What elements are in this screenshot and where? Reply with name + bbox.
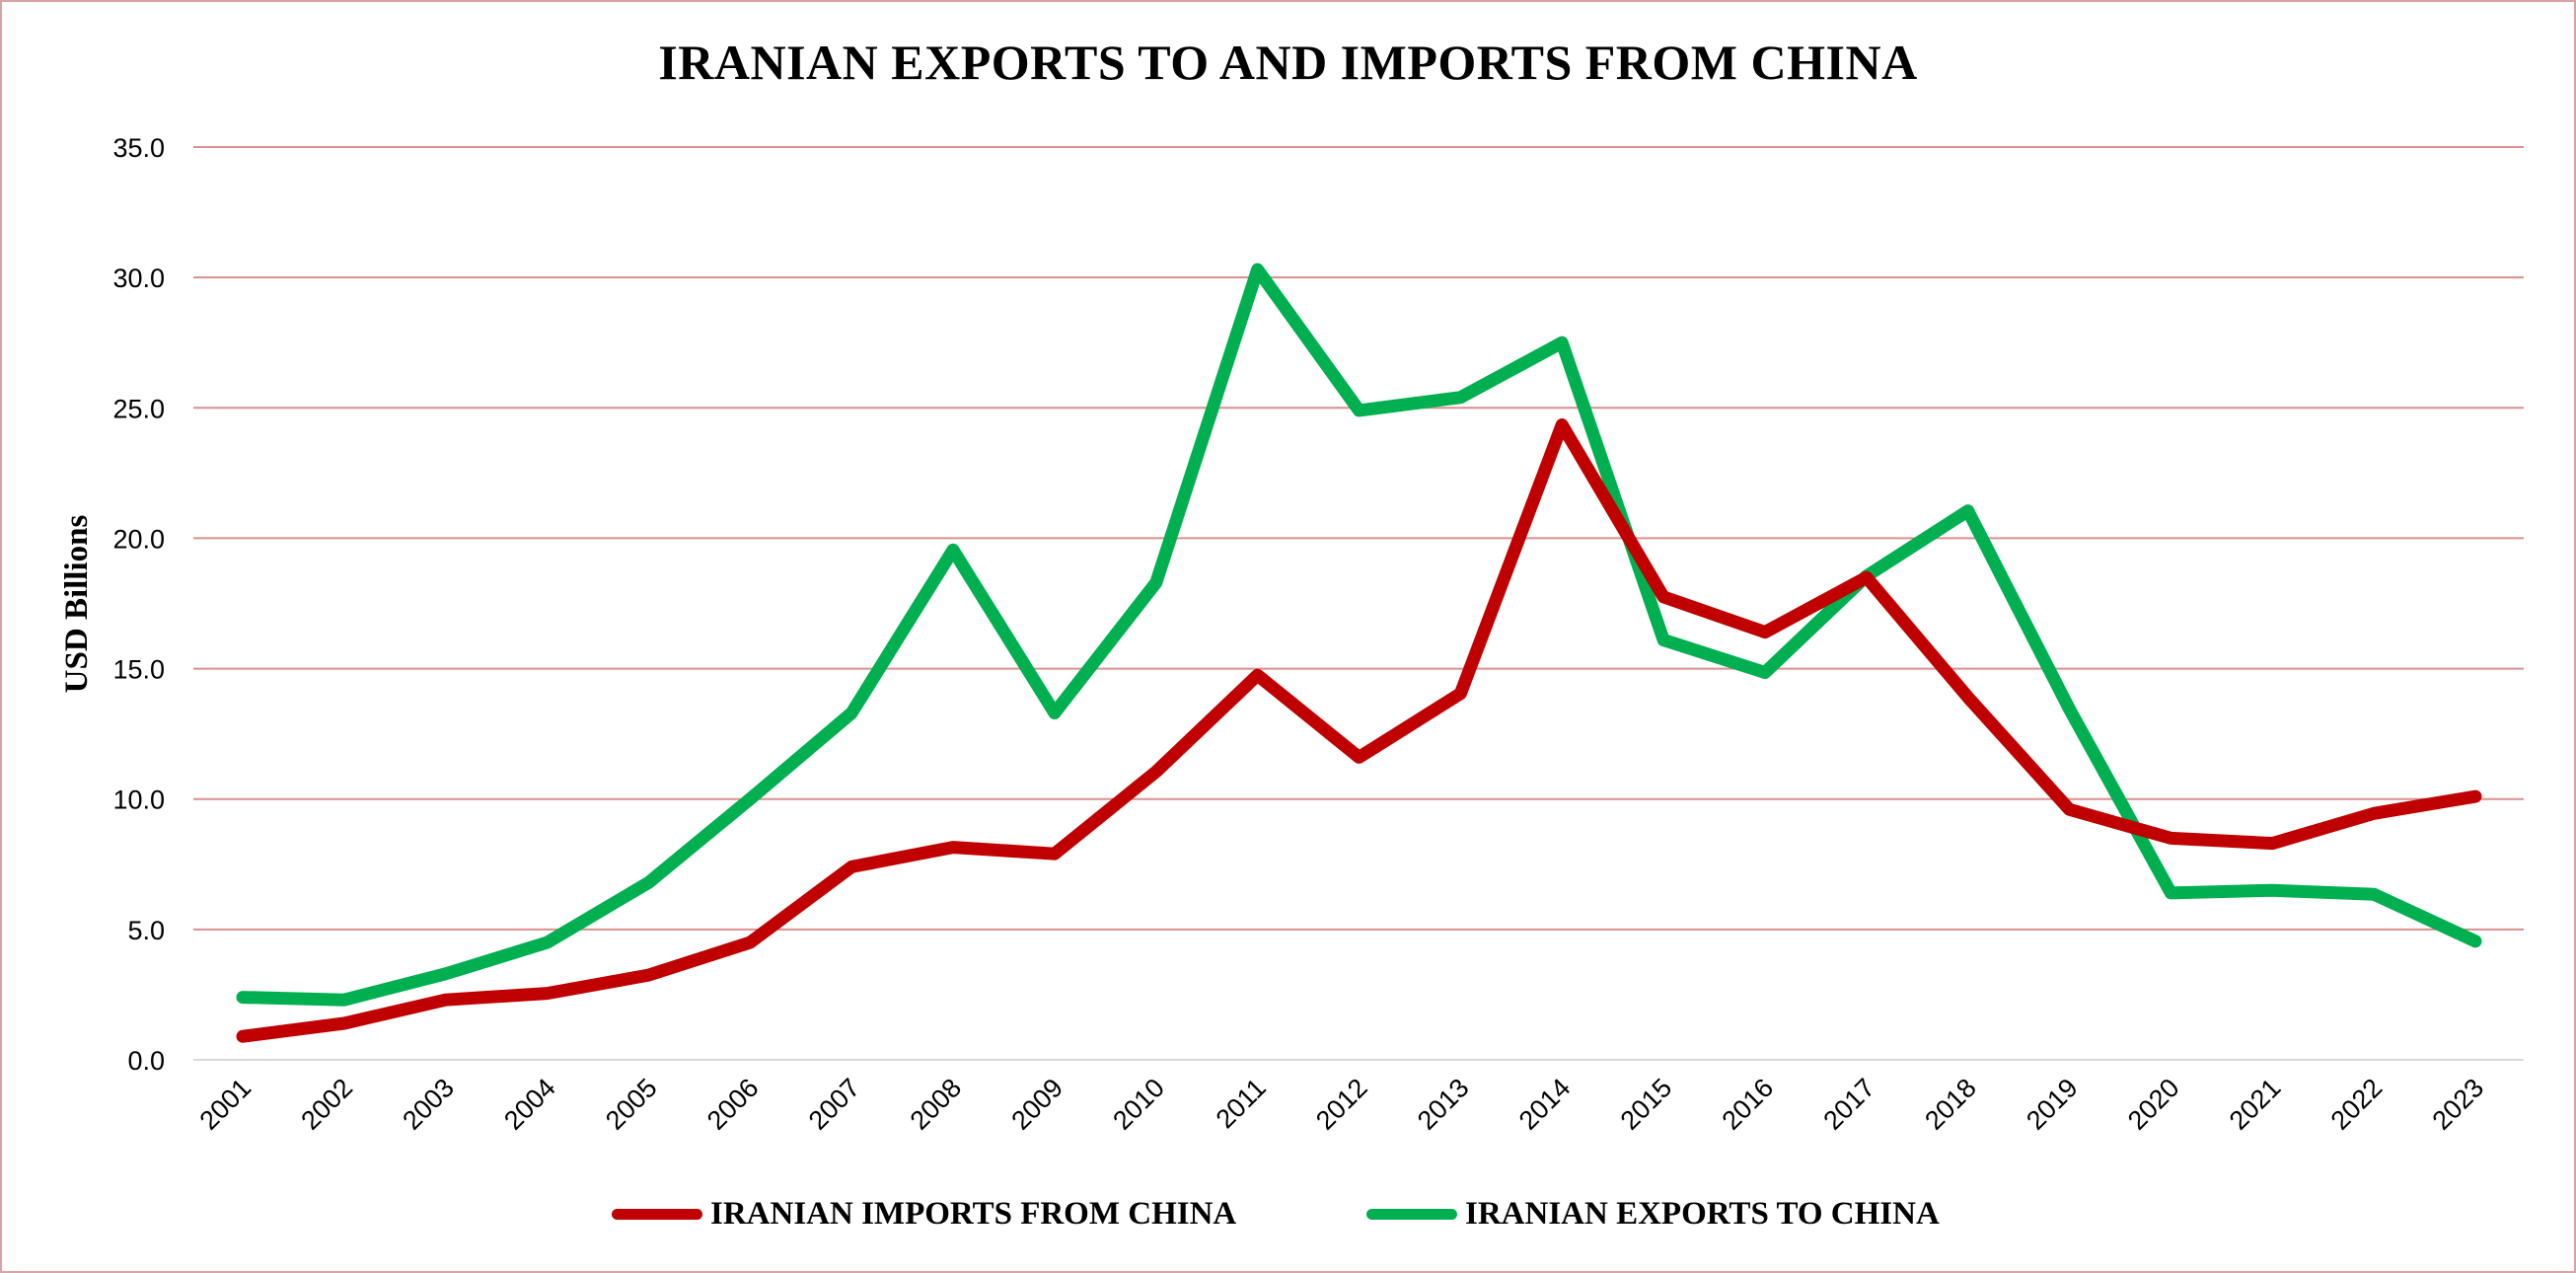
x-tick-label: 2006 bbox=[701, 1073, 765, 1136]
x-axis-ticks: 2001 2002 2003 2004 2005 2006 2007 2008 2009 2010… bbox=[194, 1073, 2490, 1136]
x-tick-label: 2004 bbox=[498, 1073, 561, 1136]
legend-swatch-exports bbox=[1366, 1208, 1457, 1220]
x-tick-label: 2018 bbox=[1919, 1073, 1982, 1136]
x-tick-label: 2005 bbox=[600, 1073, 663, 1136]
legend-item-imports: IRANIAN IMPORTS FROM CHINA bbox=[612, 1189, 1236, 1238]
series-lines bbox=[236, 262, 2482, 1043]
y-axis-label: USD Billions bbox=[59, 515, 95, 694]
x-tick-label: 2019 bbox=[2021, 1073, 2084, 1136]
y-tick-label: 35.0 bbox=[112, 133, 165, 163]
gridlines bbox=[193, 146, 2524, 1061]
y-tick-label: 0.0 bbox=[127, 1046, 165, 1076]
series-line-exports bbox=[236, 262, 2482, 1007]
legend-label-imports: IRANIAN IMPORTS FROM CHINA bbox=[710, 1195, 1237, 1232]
x-tick-label: 2010 bbox=[1107, 1073, 1170, 1136]
legend-item-exports: IRANIAN EXPORTS TO CHINA bbox=[1366, 1189, 1940, 1238]
x-tick-label: 2013 bbox=[1412, 1073, 1475, 1136]
x-tick-label: 2015 bbox=[1615, 1073, 1678, 1136]
x-tick-label: 2007 bbox=[803, 1073, 866, 1136]
x-tick-label: 2011 bbox=[1211, 1073, 1272, 1134]
legend-label-exports: IRANIAN EXPORTS TO CHINA bbox=[1465, 1195, 1940, 1232]
x-tick-label: 2022 bbox=[2325, 1073, 2389, 1136]
y-tick-label: 30.0 bbox=[112, 263, 165, 293]
x-tick-label: 2021 bbox=[2224, 1073, 2287, 1136]
x-tick-label: 2016 bbox=[1717, 1073, 1780, 1136]
y-tick-label: 20.0 bbox=[112, 524, 165, 554]
y-axis-ticks: 0.0 5.0 10.0 15.0 20.0 25.0 30.0 35.0 bbox=[112, 133, 165, 1076]
series-line-imports bbox=[236, 418, 2482, 1043]
x-tick-label: 2017 bbox=[1817, 1073, 1880, 1136]
x-tick-label: 2023 bbox=[2427, 1073, 2490, 1136]
x-tick-label: 2014 bbox=[1513, 1073, 1577, 1136]
x-tick-label: 2001 bbox=[194, 1073, 258, 1136]
legend: IRANIAN IMPORTS FROM CHINA IRANIAN EXPOR… bbox=[0, 1189, 2576, 1238]
x-tick-label: 2020 bbox=[2122, 1073, 2185, 1136]
x-tick-label: 2003 bbox=[397, 1073, 460, 1136]
y-tick-label: 15.0 bbox=[112, 655, 165, 685]
x-tick-label: 2008 bbox=[905, 1073, 968, 1136]
chart-title: IRANIAN EXPORTS TO AND IMPORTS FROM CHIN… bbox=[658, 35, 1918, 90]
x-tick-label: 2012 bbox=[1310, 1073, 1373, 1136]
y-tick-label: 5.0 bbox=[127, 916, 165, 945]
x-tick-label: 2009 bbox=[1005, 1073, 1068, 1136]
x-tick-label: 2002 bbox=[295, 1073, 358, 1136]
y-tick-label: 10.0 bbox=[112, 786, 165, 815]
legend-swatch-imports bbox=[612, 1208, 702, 1220]
y-tick-label: 25.0 bbox=[112, 394, 165, 423]
